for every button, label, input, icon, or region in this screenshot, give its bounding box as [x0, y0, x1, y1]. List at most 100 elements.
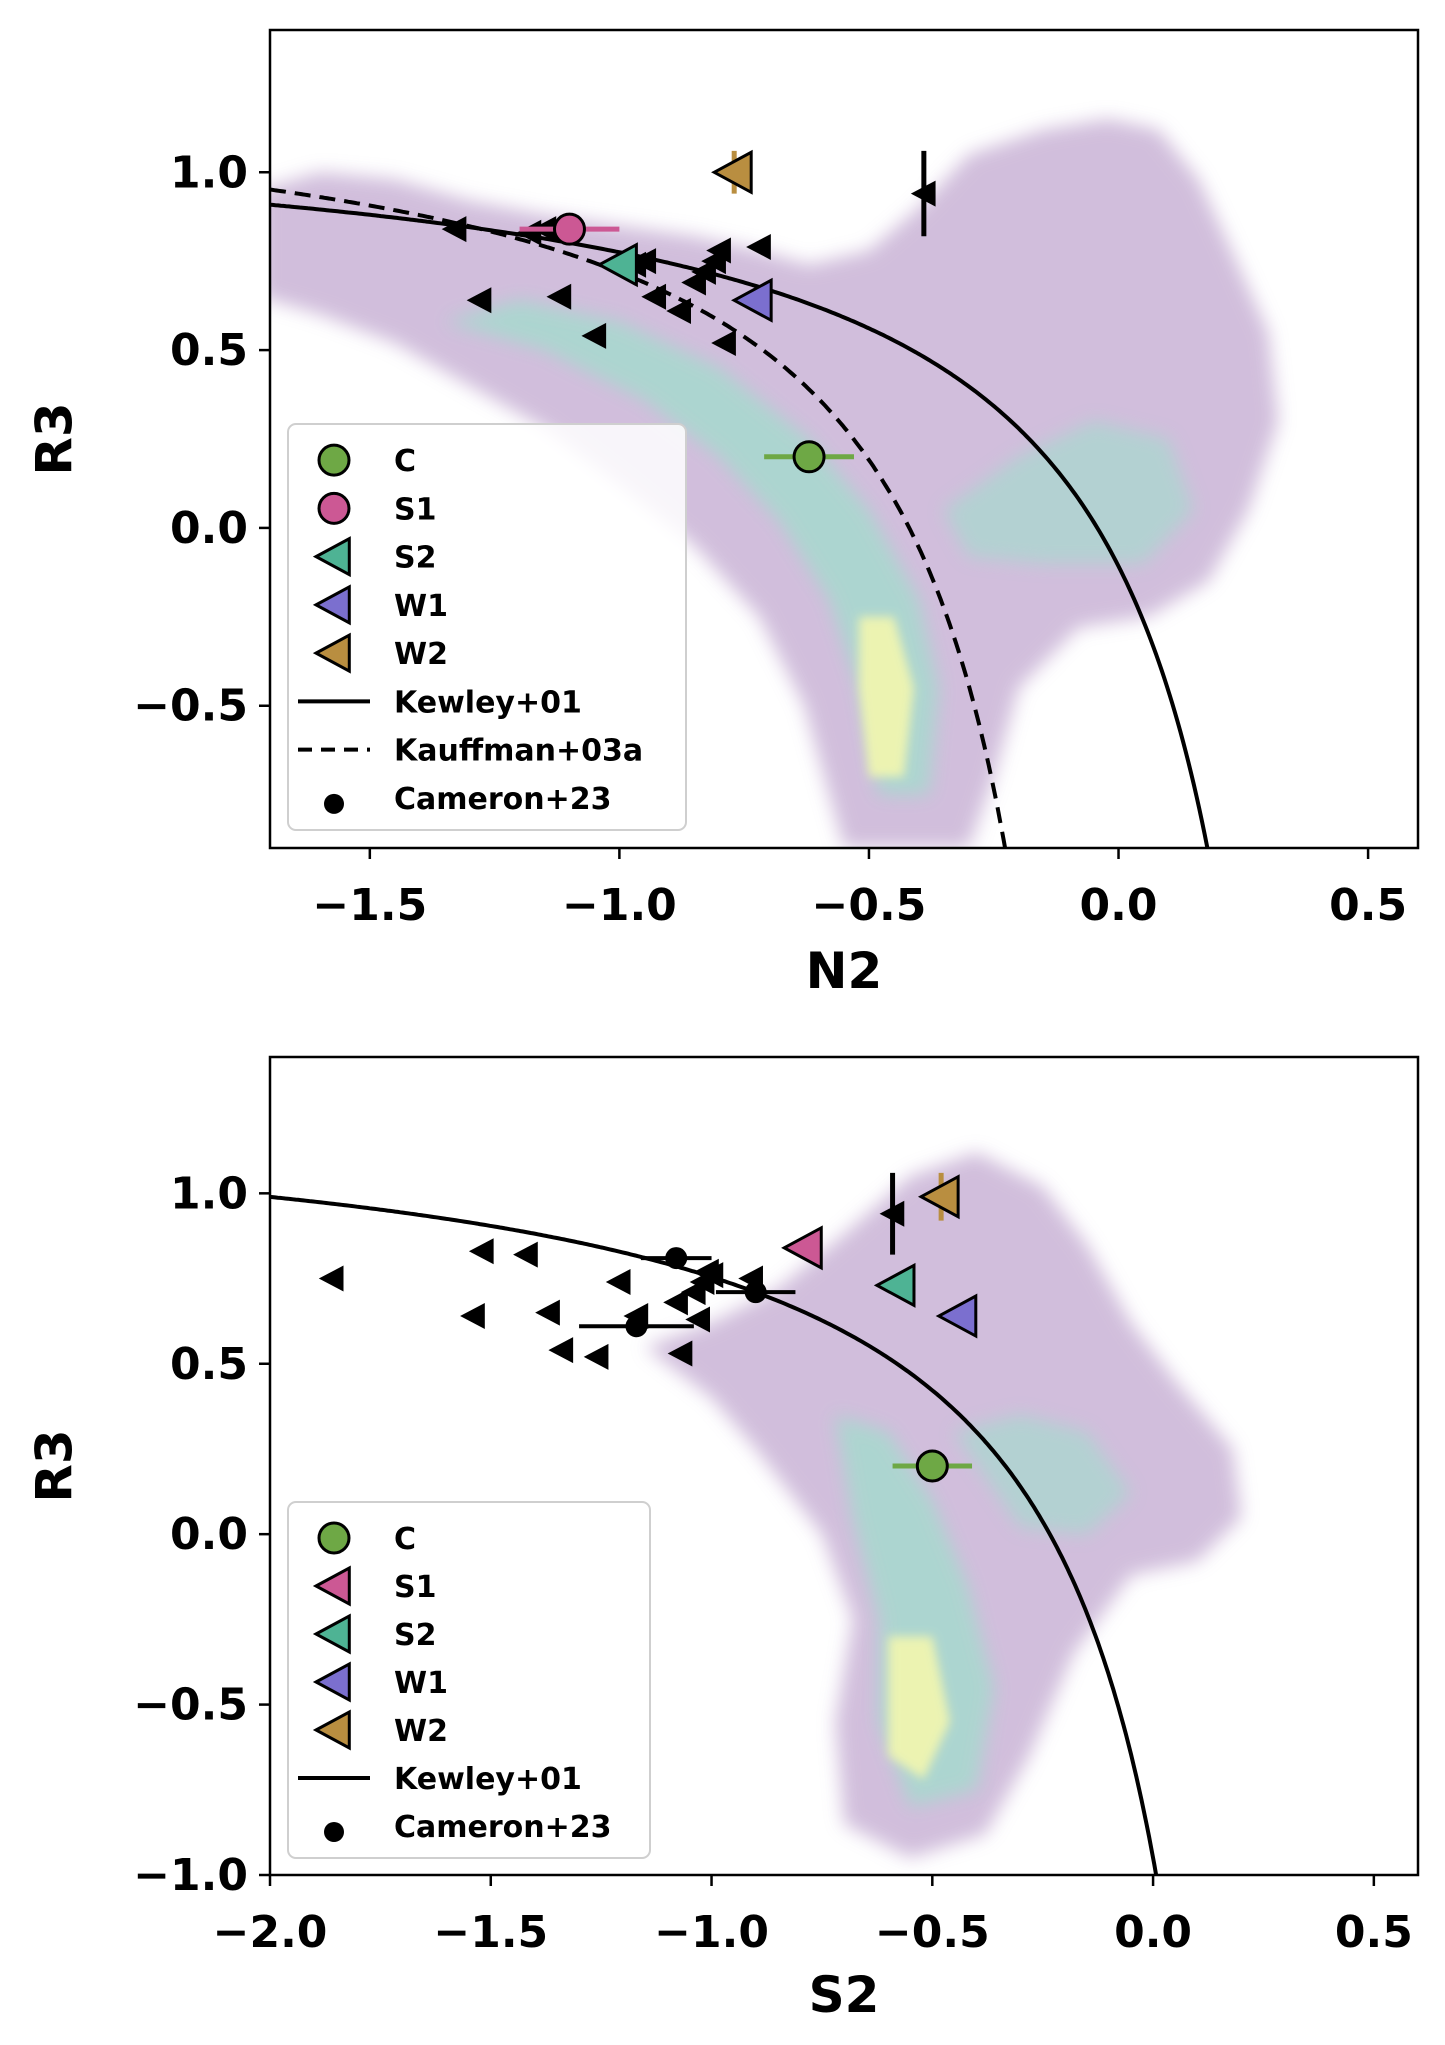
legend-item-s2-marker — [312, 536, 351, 578]
marker-s2 — [873, 1262, 916, 1308]
marker-w2 — [711, 149, 753, 195]
legend-item-w1-label: W1 — [394, 1666, 448, 1701]
legend-box — [287, 1501, 651, 1859]
curve-kewley-01 — [270, 1194, 1159, 1875]
density-cloud — [270, 118, 1279, 848]
x-tick-label: 0.5 — [1329, 880, 1407, 931]
cameron-limit-marker — [910, 180, 936, 207]
x-tick-label: −1.0 — [654, 1907, 769, 1958]
curve-kauffman-03a — [270, 187, 1008, 848]
cameron-limit-marker — [879, 1200, 905, 1227]
density-mid-secondary — [954, 1414, 1131, 1535]
cameron-limit-marker — [711, 329, 736, 356]
y-tick-label: 0.0 — [170, 503, 248, 554]
marker-c — [915, 1449, 949, 1483]
marker-w2 — [917, 1174, 960, 1220]
cameron-limit-marker — [583, 1343, 609, 1370]
legend-item-s1-label: S1 — [394, 492, 436, 527]
cameron-limit-marker — [513, 1241, 538, 1268]
legend-item-kewley-01-label: Kewley+01 — [394, 1762, 582, 1797]
legend-item-w2-label: W2 — [394, 637, 448, 672]
density-mid — [835, 1414, 995, 1807]
cameron-limit-marker — [698, 1262, 724, 1289]
y-tick-label: −0.5 — [133, 681, 248, 732]
y-axis-label: R3 — [26, 1429, 84, 1502]
axes-frame — [268, 1055, 1420, 1877]
x-tick-label: 0.0 — [1080, 880, 1158, 931]
legend-item-c-label: C — [394, 444, 416, 479]
axis-ticks: −1.5 −1.0 −0.5 0.0 0.5 −0.5 0.0 0.5 1.0 — [133, 147, 1407, 931]
plot-area — [270, 1172, 1159, 1875]
y-tick-label: 0.5 — [170, 325, 248, 376]
density-core — [859, 616, 914, 777]
legend-item-c-marker — [317, 1521, 351, 1555]
y-axis-label: R3 — [26, 402, 84, 475]
cameron-point-marker — [665, 1247, 688, 1270]
x-tick-label: 0.5 — [1335, 1907, 1413, 1958]
legend-item-c-marker — [317, 443, 351, 477]
density-cloud — [645, 1152, 1242, 1858]
legend-item-c-label: C — [394, 1522, 416, 1557]
cameron-limit-marker — [667, 1340, 693, 1367]
cameron-limit-marker — [535, 1299, 560, 1326]
marker-s1 — [552, 212, 586, 246]
legend-item-w2-label: W2 — [394, 1714, 448, 1749]
cameron-limit-marker — [685, 1306, 710, 1333]
axes-frame — [268, 28, 1420, 850]
x-tick-label: −0.5 — [875, 1907, 990, 1958]
legend-item-cameron-23-label: Cameron+23 — [394, 782, 612, 817]
cameron-limit-marker — [641, 283, 667, 310]
y-tick-label: 1.0 — [170, 147, 248, 198]
legend-item-kewley-01-label: Kewley+01 — [394, 685, 582, 720]
cameron-limit-marker — [318, 1265, 344, 1292]
y-tick-label: 1.0 — [170, 1168, 248, 1219]
x-tick-label: −1.0 — [562, 880, 677, 931]
legend-item-s1-marker — [317, 491, 351, 525]
y-tick-label: −1.0 — [133, 1850, 248, 1901]
legend-item-s2-label: S2 — [394, 1618, 436, 1653]
marker-s2 — [596, 242, 638, 288]
cameron-limit-marker — [460, 1303, 485, 1330]
x-tick-label: −0.5 — [812, 880, 927, 931]
y-tick-label: 0.0 — [170, 1509, 248, 1560]
marker-s1 — [781, 1225, 823, 1271]
x-tick-label: −2.0 — [213, 1907, 328, 1958]
cameron-limit-marker — [546, 283, 572, 310]
marker-c — [792, 440, 826, 474]
density-core — [888, 1636, 950, 1780]
y-tick-label: −0.5 — [133, 1680, 248, 1731]
axis-ticks: −2.0 −1.5 −1.0 −0.5 0.0 0.5 −1.0 −0.5 0.0 0.5 1.0 — [133, 1168, 1413, 1958]
legend-item-w1-label: W1 — [394, 589, 448, 624]
cameron-limit-marker — [605, 1268, 631, 1295]
legend-box — [287, 423, 687, 831]
cameron-limit-marker — [516, 219, 542, 246]
cameron-point-marker — [625, 1315, 648, 1338]
legend-item-cameron-23-marker — [324, 793, 344, 814]
legend-item-s1-marker — [312, 1565, 351, 1607]
cameron-limit-marker — [581, 322, 607, 349]
y-tick-label: 0.5 — [170, 1339, 248, 1390]
bpt-panel-s2: −2.0 −1.5 −1.0 −0.5 0.0 0.5−1.0−0.50.00.51.0 … — [26, 1055, 1420, 2024]
x-tick-label: 0.0 — [1114, 1907, 1192, 1958]
legend-item-s1-label: S1 — [394, 1570, 436, 1605]
plot-area — [270, 149, 1210, 848]
cameron-limit-marker — [441, 216, 467, 243]
legend-item-s2-marker — [312, 1613, 351, 1655]
density-outer — [645, 1152, 1242, 1858]
cameron-limit-marker — [706, 237, 731, 264]
marker-w1 — [935, 1293, 978, 1339]
legend-item-w2-marker — [312, 632, 351, 674]
legend-item-cameron-23-marker — [324, 1822, 344, 1842]
legend-item-w1-marker — [312, 1661, 351, 1703]
legend-item-s2-label: S2 — [394, 541, 436, 576]
x-tick-label: −1.5 — [312, 880, 427, 931]
legend: C S1 S2 W1 W2 Kewley+01 Cameron+23 — [287, 1501, 651, 1859]
marker-w1 — [731, 277, 773, 323]
density-mid-secondary — [943, 421, 1194, 564]
cameron-limit-marker — [666, 297, 691, 324]
curve-kewley-01 — [270, 202, 1210, 848]
legend: C S1 S2 W1 W2 Kewley+01 Kauffman+03a Cameron+23 — [287, 423, 687, 831]
cameron-limit-marker — [468, 1238, 494, 1265]
bpt-panel-n2: −1.5 −1.0 −0.5 0.0 0.5−0.50.00.51.0 N2 R3 CS… — [26, 28, 1420, 1000]
